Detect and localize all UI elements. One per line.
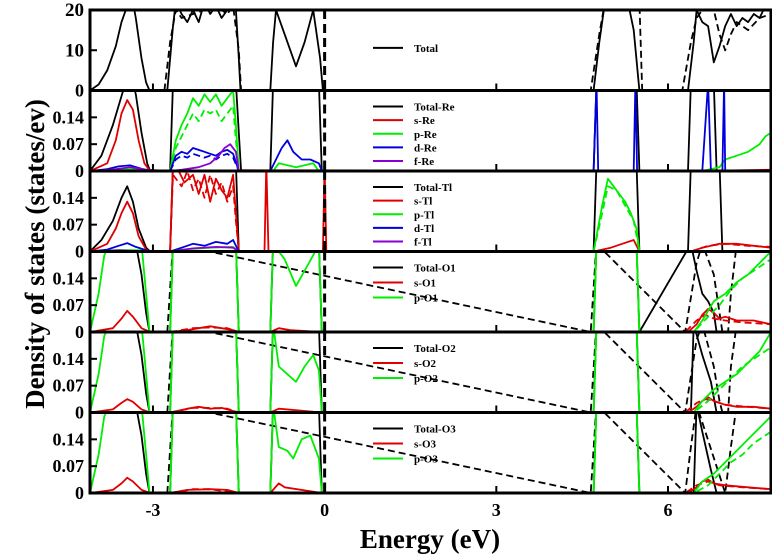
y-tick-label: 0 — [75, 322, 84, 342]
series-total — [90, 10, 765, 91]
x-tick-labels: -3 0 3 6 — [145, 500, 672, 520]
legend-label: Total-Re — [414, 102, 455, 114]
legend-label: Total-O3 — [414, 424, 456, 436]
y-tick-label: 0.07 — [53, 215, 85, 235]
series-total-re — [90, 90, 718, 171]
series-total-dash — [163, 10, 771, 91]
legend-label: s-Re — [414, 115, 435, 127]
panel-3: 0 0.07 0.14 Total-O1 s-O1 p-O1 — [53, 250, 772, 342]
series-p-re-dash — [169, 104, 240, 171]
axis-labels: Energy (eV) Density of states (states/ev… — [20, 99, 500, 554]
series-p-o1-dash — [169, 251, 771, 332]
series-total-o3-dash — [166, 412, 737, 493]
legend: Total — [373, 43, 438, 55]
series-total-o1-dash — [166, 251, 737, 332]
series-d-tl — [90, 239, 240, 252]
series-d-re-dash — [169, 152, 240, 171]
series-total-o2 — [136, 332, 718, 413]
panel-4-series — [90, 332, 771, 413]
series-s-o1 — [90, 308, 771, 332]
panel-0: 0 10 20 Total — [65, 0, 772, 101]
y-tick-label: 0.07 — [53, 134, 85, 154]
panel-5-series — [90, 412, 771, 493]
x-tick-label: 6 — [663, 500, 672, 520]
panel-3-series — [90, 251, 771, 332]
y-tick-label: 0.14 — [53, 268, 85, 288]
series-s-o2-dash — [169, 398, 771, 413]
series-s-o3-dash — [169, 480, 771, 493]
y-tick-label: 0 — [75, 403, 84, 423]
series-s-o3 — [90, 476, 771, 493]
legend-label: d-Tl — [414, 223, 434, 235]
legend-label: s-O1 — [414, 278, 436, 290]
legend: Total-O3 s-O3 p-O3 — [373, 424, 456, 466]
x-axis-label: Energy (eV) — [360, 524, 500, 554]
series-p-o2-dash — [169, 332, 771, 413]
legend-label: Total — [414, 43, 438, 55]
y-tick-label: 0.14 — [53, 107, 85, 127]
legend-label: p-O1 — [414, 293, 438, 305]
legend-label: p-O3 — [414, 454, 438, 466]
y-tick-label: 0.07 — [53, 295, 85, 315]
panel-1: 0 0.07 0.14 Total-Res-Re p-Red-Re f-Re — [53, 89, 772, 181]
legend-label: p-Re — [414, 129, 437, 141]
legend-label: s-O3 — [414, 439, 437, 451]
series-total-tl — [90, 171, 724, 252]
x-tick-label: -3 — [145, 500, 160, 520]
series-s-o1-dash — [169, 313, 771, 332]
y-tick-label: 10 — [65, 40, 84, 61]
y-tick-label: 0.07 — [53, 376, 85, 396]
y-axis-label: Density of states (states/ev) — [20, 99, 50, 409]
x-tick-label: 3 — [492, 500, 501, 520]
series-p-tl-dash — [592, 185, 641, 252]
legend: Total-Tl s-Tlp-Tl d-Tl f-Tl — [373, 182, 452, 249]
legend-label: Total-Tl — [414, 182, 452, 194]
y-tick-label: 0.14 — [53, 349, 85, 369]
panel-5: 0 0.07 0.14 Total-O3 s-O3 p-O3 — [53, 411, 772, 503]
panel-2: 0 0.07 0.14 Total-Tl s-Tlp-Tl d-Tl f-Tl — [53, 169, 772, 262]
y-tick-label: 0 — [75, 81, 84, 101]
legend-label: Total-O2 — [414, 343, 456, 355]
series-p-o3-dash — [169, 412, 771, 493]
legend: Total-O2 s-O2 p-O2 — [373, 343, 456, 385]
legend: Total-O1 s-O1 p-O1 — [373, 263, 456, 305]
y-tick-label: 0 — [75, 483, 84, 503]
legend-label: p-O2 — [414, 373, 438, 385]
legend-label: s-O2 — [414, 358, 437, 370]
series-p-o2 — [90, 332, 771, 413]
panel-4: 0 0.07 0.14 Total-O2 s-O2 p-O2 — [53, 330, 772, 423]
series-total-o2-dash — [166, 332, 737, 413]
chart-panels: 0 10 20 Total 0 0.07 0.14 Total-Res-Re p-Red-Re f… — [53, 0, 772, 520]
series-s-tl-dash — [169, 171, 771, 252]
panel-frame — [88, 411, 772, 495]
series-d-re — [90, 90, 727, 171]
legend-label: p-Tl — [414, 209, 434, 221]
legend-label: s-Tl — [414, 196, 432, 208]
y-tick-label: 0.14 — [53, 188, 85, 208]
series-p-o1 — [90, 251, 771, 332]
legend-label: f-Tl — [414, 237, 432, 249]
legend-label: f-Re — [414, 156, 434, 168]
series-s-o2 — [90, 396, 771, 413]
legend: Total-Res-Re p-Red-Re f-Re — [373, 102, 455, 168]
y-tick-label: 20 — [65, 0, 84, 21]
series-f-re — [90, 143, 240, 171]
legend-label: Total-O1 — [414, 263, 456, 275]
x-tick-label: 0 — [320, 500, 329, 520]
series-p-o3 — [90, 412, 771, 493]
legend-label: d-Re — [414, 142, 437, 154]
series-s-tl — [90, 171, 771, 252]
series-total-o3 — [136, 412, 718, 493]
y-tick-label: 0.07 — [53, 456, 85, 476]
y-tick-label: 0 — [75, 161, 84, 181]
y-tick-label: 0 — [75, 242, 84, 262]
y-tick-label: 0.14 — [53, 429, 85, 449]
